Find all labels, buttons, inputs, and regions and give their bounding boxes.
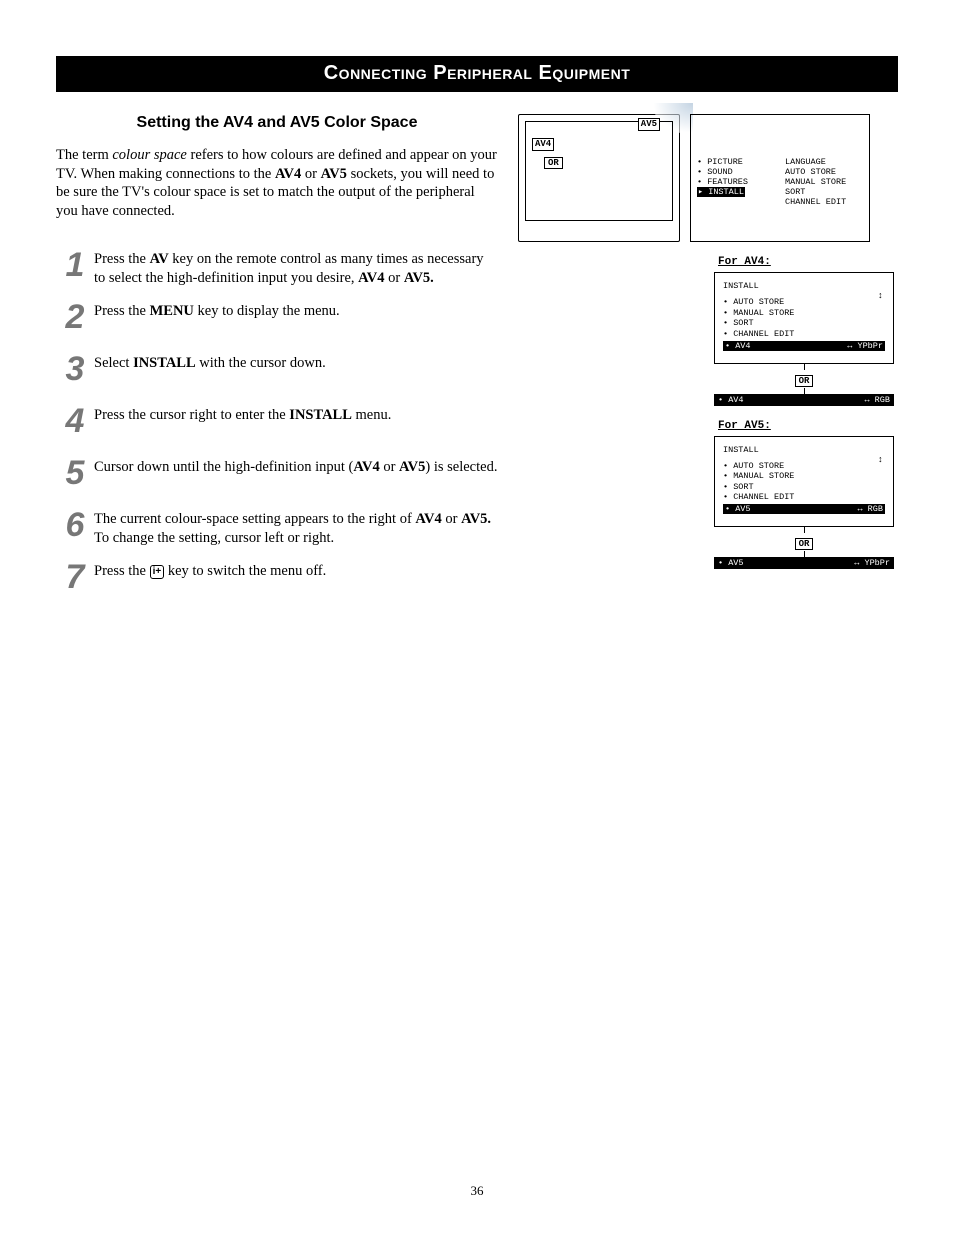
install-list-av4: • AUTO STORE • MANUAL STORE • SORT • CHA… bbox=[723, 297, 885, 351]
step-row: 1Press the AV key on the remote control … bbox=[56, 248, 498, 288]
step-text: Press the cursor right to enter the INST… bbox=[94, 404, 498, 425]
menu-item: MANUAL STORE bbox=[785, 177, 863, 187]
step-number: 7 bbox=[56, 560, 94, 594]
alt-val: ↔ YPbPr bbox=[854, 558, 890, 568]
sel-val: ↔ RGB bbox=[857, 504, 883, 514]
step-row: 3Select INSTALL with the cursor down. bbox=[56, 352, 498, 392]
step-text: Press the AV key on the remote control a… bbox=[94, 248, 498, 288]
install-title: INSTALL bbox=[723, 445, 885, 455]
step-text: Press the MENU key to display the menu. bbox=[94, 300, 498, 321]
step-row: 6The current colour-space setting appear… bbox=[56, 508, 498, 548]
step-text: The current colour-space setting appears… bbox=[94, 508, 498, 548]
for-av4-label: For AV4: bbox=[718, 256, 898, 268]
menu-item: • MANUAL STORE bbox=[723, 471, 885, 482]
selected-row-av5: • AV5 ↔ RGB bbox=[723, 504, 885, 514]
left-column: Setting the AV4 and AV5 Color Space The … bbox=[56, 114, 516, 612]
intro-paragraph: The term colour space refers to how colo… bbox=[56, 146, 498, 220]
alt-bar-av4: • AV4 ↔ RGB bbox=[714, 394, 894, 406]
step-number: 1 bbox=[56, 248, 94, 282]
sel-val: ↔ YPbPr bbox=[847, 341, 883, 351]
menu-item: • SOUND bbox=[697, 167, 775, 177]
menu-item: AUTO STORE bbox=[785, 167, 863, 177]
menu-item: • MANUAL STORE bbox=[723, 308, 885, 319]
main-menu-box: • PICTURE • SOUND • FEATURES ▸ INSTALL L… bbox=[690, 114, 870, 242]
step-text: Press the i+ key to switch the menu off. bbox=[94, 560, 498, 581]
step-row: 5Cursor down until the high-definition i… bbox=[56, 456, 498, 496]
menu-item: • SORT bbox=[723, 318, 885, 329]
av5-label: AV5 bbox=[638, 118, 660, 131]
menu-item: • SORT bbox=[723, 482, 885, 493]
tv-row: AV5 AV4 OR • PICTURE • SOUND • FEAT bbox=[518, 114, 898, 242]
alt-name: • AV5 bbox=[718, 558, 744, 568]
main-menu-right-col: LANGUAGE AUTO STORE MANUAL STORE SORT CH… bbox=[785, 157, 863, 207]
for-av5-label: For AV5: bbox=[718, 420, 898, 432]
install-box-av4: INSTALL • AUTO STORE • MANUAL STORE • SO… bbox=[714, 272, 894, 364]
tv-screen-left: AV5 AV4 OR bbox=[525, 121, 673, 221]
tv-outline-left: AV5 AV4 OR bbox=[518, 114, 680, 242]
step-number: 3 bbox=[56, 352, 94, 386]
step-text: Cursor down until the high-definition in… bbox=[94, 456, 498, 477]
menu-item: LANGUAGE bbox=[785, 157, 863, 167]
install-title: INSTALL bbox=[723, 281, 885, 291]
or-divider-av4: OR bbox=[714, 370, 894, 388]
install-box-av5: INSTALL • AUTO STORE • MANUAL STORE • SO… bbox=[714, 436, 894, 528]
menu-item: • AUTO STORE bbox=[723, 297, 885, 308]
section-heading: Setting the AV4 and AV5 Color Space bbox=[56, 114, 498, 132]
steps-list: 1Press the AV key on the remote control … bbox=[56, 248, 498, 600]
main-menu-left-col: • PICTURE • SOUND • FEATURES ▸ INSTALL bbox=[697, 157, 775, 207]
alt-bar-av5: • AV5 ↔ YPbPr bbox=[714, 557, 894, 569]
menu-item: • PICTURE bbox=[697, 157, 775, 167]
menu-item: • FEATURES bbox=[697, 177, 775, 187]
step-number: 6 bbox=[56, 508, 94, 542]
step-number: 2 bbox=[56, 300, 94, 334]
step-row: 2Press the MENU key to display the menu. bbox=[56, 300, 498, 340]
sel-name: • AV4 bbox=[725, 341, 751, 351]
menu-item: • CHANNEL EDIT bbox=[723, 329, 885, 340]
av4-label: AV4 bbox=[532, 138, 554, 151]
menu-item-selected: ▸ INSTALL bbox=[697, 187, 775, 197]
selected-row-av4: • AV4 ↔ YPbPr bbox=[723, 341, 885, 351]
step-text: Select INSTALL with the cursor down. bbox=[94, 352, 498, 373]
step-row: 4Press the cursor right to enter the INS… bbox=[56, 404, 498, 444]
sel-name: • AV5 bbox=[725, 504, 751, 514]
alt-name: • AV4 bbox=[718, 395, 744, 405]
menu-item: • AUTO STORE bbox=[723, 461, 885, 472]
step-number: 4 bbox=[56, 404, 94, 438]
page-title-bar: Connecting Peripheral Equipment bbox=[56, 56, 898, 92]
page-number: 36 bbox=[0, 1183, 954, 1199]
menu-item: • CHANNEL EDIT bbox=[723, 492, 885, 503]
alt-val: ↔ RGB bbox=[864, 395, 890, 405]
step-number: 5 bbox=[56, 456, 94, 490]
content-row: Setting the AV4 and AV5 Color Space The … bbox=[56, 114, 898, 612]
menu-item: SORT bbox=[785, 187, 863, 197]
menu-item: CHANNEL EDIT bbox=[785, 197, 863, 207]
step-row: 7Press the i+ key to switch the menu off… bbox=[56, 560, 498, 600]
install-list-av5: • AUTO STORE • MANUAL STORE • SORT • CHA… bbox=[723, 461, 885, 515]
or-divider-av5: OR bbox=[714, 533, 894, 551]
right-column: AV5 AV4 OR • PICTURE • SOUND • FEAT bbox=[518, 114, 898, 612]
or-label-tv: OR bbox=[544, 157, 563, 169]
